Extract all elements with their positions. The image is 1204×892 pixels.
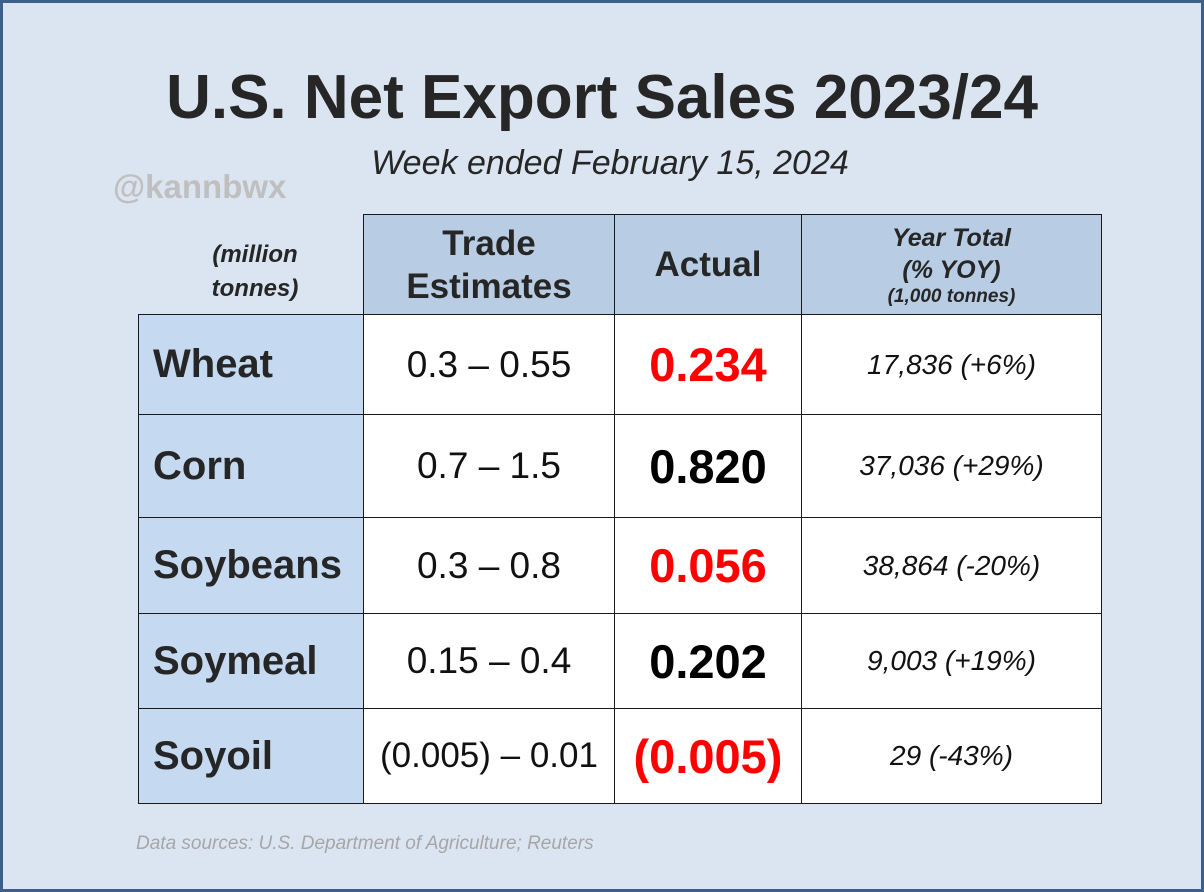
cell-actual-wheat: 0.234	[614, 314, 802, 415]
cell-year-total-soymeal: 9,003 (+19%)	[801, 613, 1102, 709]
cell-estimates-soyoil: (0.005) – 0.01	[363, 708, 615, 804]
cell-estimates-soymeal: 0.15 – 0.4	[363, 613, 615, 709]
header-trade-estimates-line1: Trade	[442, 223, 536, 263]
header-trade-estimates: Trade Estimates	[363, 214, 615, 315]
cell-estimates-soybeans: 0.3 – 0.8	[363, 517, 615, 614]
cell-estimates-corn: 0.7 – 1.5	[363, 414, 615, 518]
header-year-total: Year Total (% YOY) (1,000 tonnes)	[801, 214, 1102, 315]
page-title: U.S. Net Export Sales 2023/24	[166, 63, 1038, 132]
row-label-soybeans: Soybeans	[138, 517, 364, 614]
row-label-soymeal: Soymeal	[138, 613, 364, 709]
row-label-wheat: Wheat	[138, 314, 364, 415]
cell-estimates-wheat: 0.3 – 0.55	[363, 314, 615, 415]
header-year-total-line2: (% YOY)	[902, 255, 1001, 284]
cell-year-total-wheat: 17,836 (+6%)	[801, 314, 1102, 415]
cell-year-total-corn: 37,036 (+29%)	[801, 414, 1102, 518]
watermark-handle: @kannbwx	[113, 168, 287, 205]
row-label-soyoil: Soyoil	[138, 708, 364, 804]
cell-year-total-soybeans: 38,864 (-20%)	[801, 517, 1102, 614]
cell-year-total-soyoil: 29 (-43%)	[801, 708, 1102, 804]
cell-actual-soybeans: 0.056	[614, 517, 802, 614]
cell-actual-soyoil: (0.005)	[614, 708, 802, 804]
units-label: (million tonnes)	[180, 238, 330, 306]
data-sources-footnote: Data sources: U.S. Department of Agricul…	[136, 833, 594, 854]
units-label-line2: tonnes)	[211, 275, 299, 302]
row-label-corn: Corn	[138, 414, 364, 518]
cell-actual-corn: 0.820	[614, 414, 802, 518]
units-label-line1: (million	[212, 241, 298, 268]
cell-actual-soymeal: 0.202	[614, 613, 802, 709]
header-trade-estimates-line2: Estimates	[406, 266, 572, 306]
header-actual: Actual	[614, 214, 802, 315]
header-year-total-line3: (1,000 tonnes)	[887, 285, 1016, 307]
page-subtitle: Week ended February 15, 2024	[371, 144, 849, 182]
header-year-total-line1: Year Total	[891, 223, 1012, 252]
